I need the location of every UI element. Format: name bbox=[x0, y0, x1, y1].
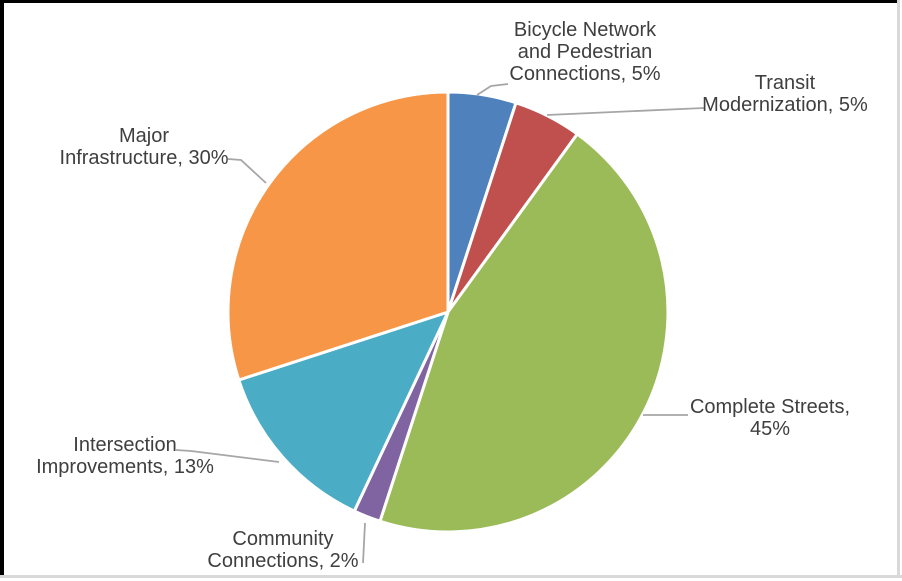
label-transit-modernization: Transit Modernization, 5% bbox=[702, 72, 868, 116]
leader-line-bicycle-network-and-pedestrian-connections bbox=[476, 83, 509, 96]
leader-line-transit-modernization bbox=[546, 107, 705, 116]
leader-line-major-infrastructure bbox=[227, 158, 267, 184]
leader-line-intersection-improvements bbox=[175, 449, 280, 463]
pie-slice-major-infrastructure bbox=[226, 90, 450, 382]
label-community-connections: Community Connections, 2% bbox=[207, 528, 359, 572]
leader-line-community-connections bbox=[362, 522, 366, 564]
pie-slice-complete-streets bbox=[378, 132, 670, 534]
frame-border-bottom bbox=[0, 575, 902, 578]
pie-slice-intersection-improvements bbox=[237, 310, 450, 513]
label-intersection-improvements: Intersection Improvements, 13% bbox=[36, 434, 214, 478]
label-major-infrastructure: Major Infrastructure, 30% bbox=[59, 125, 229, 169]
frame-border-left bbox=[0, 0, 4, 577]
frame-border-right bbox=[897, 0, 900, 578]
frame-border-top bbox=[0, 0, 898, 3]
label-complete-streets: Complete Streets, 45% bbox=[689, 396, 851, 440]
label-bicycle-network-and-pedestrian-connections: Bicycle Network and Pedestrian Connectio… bbox=[509, 19, 661, 85]
